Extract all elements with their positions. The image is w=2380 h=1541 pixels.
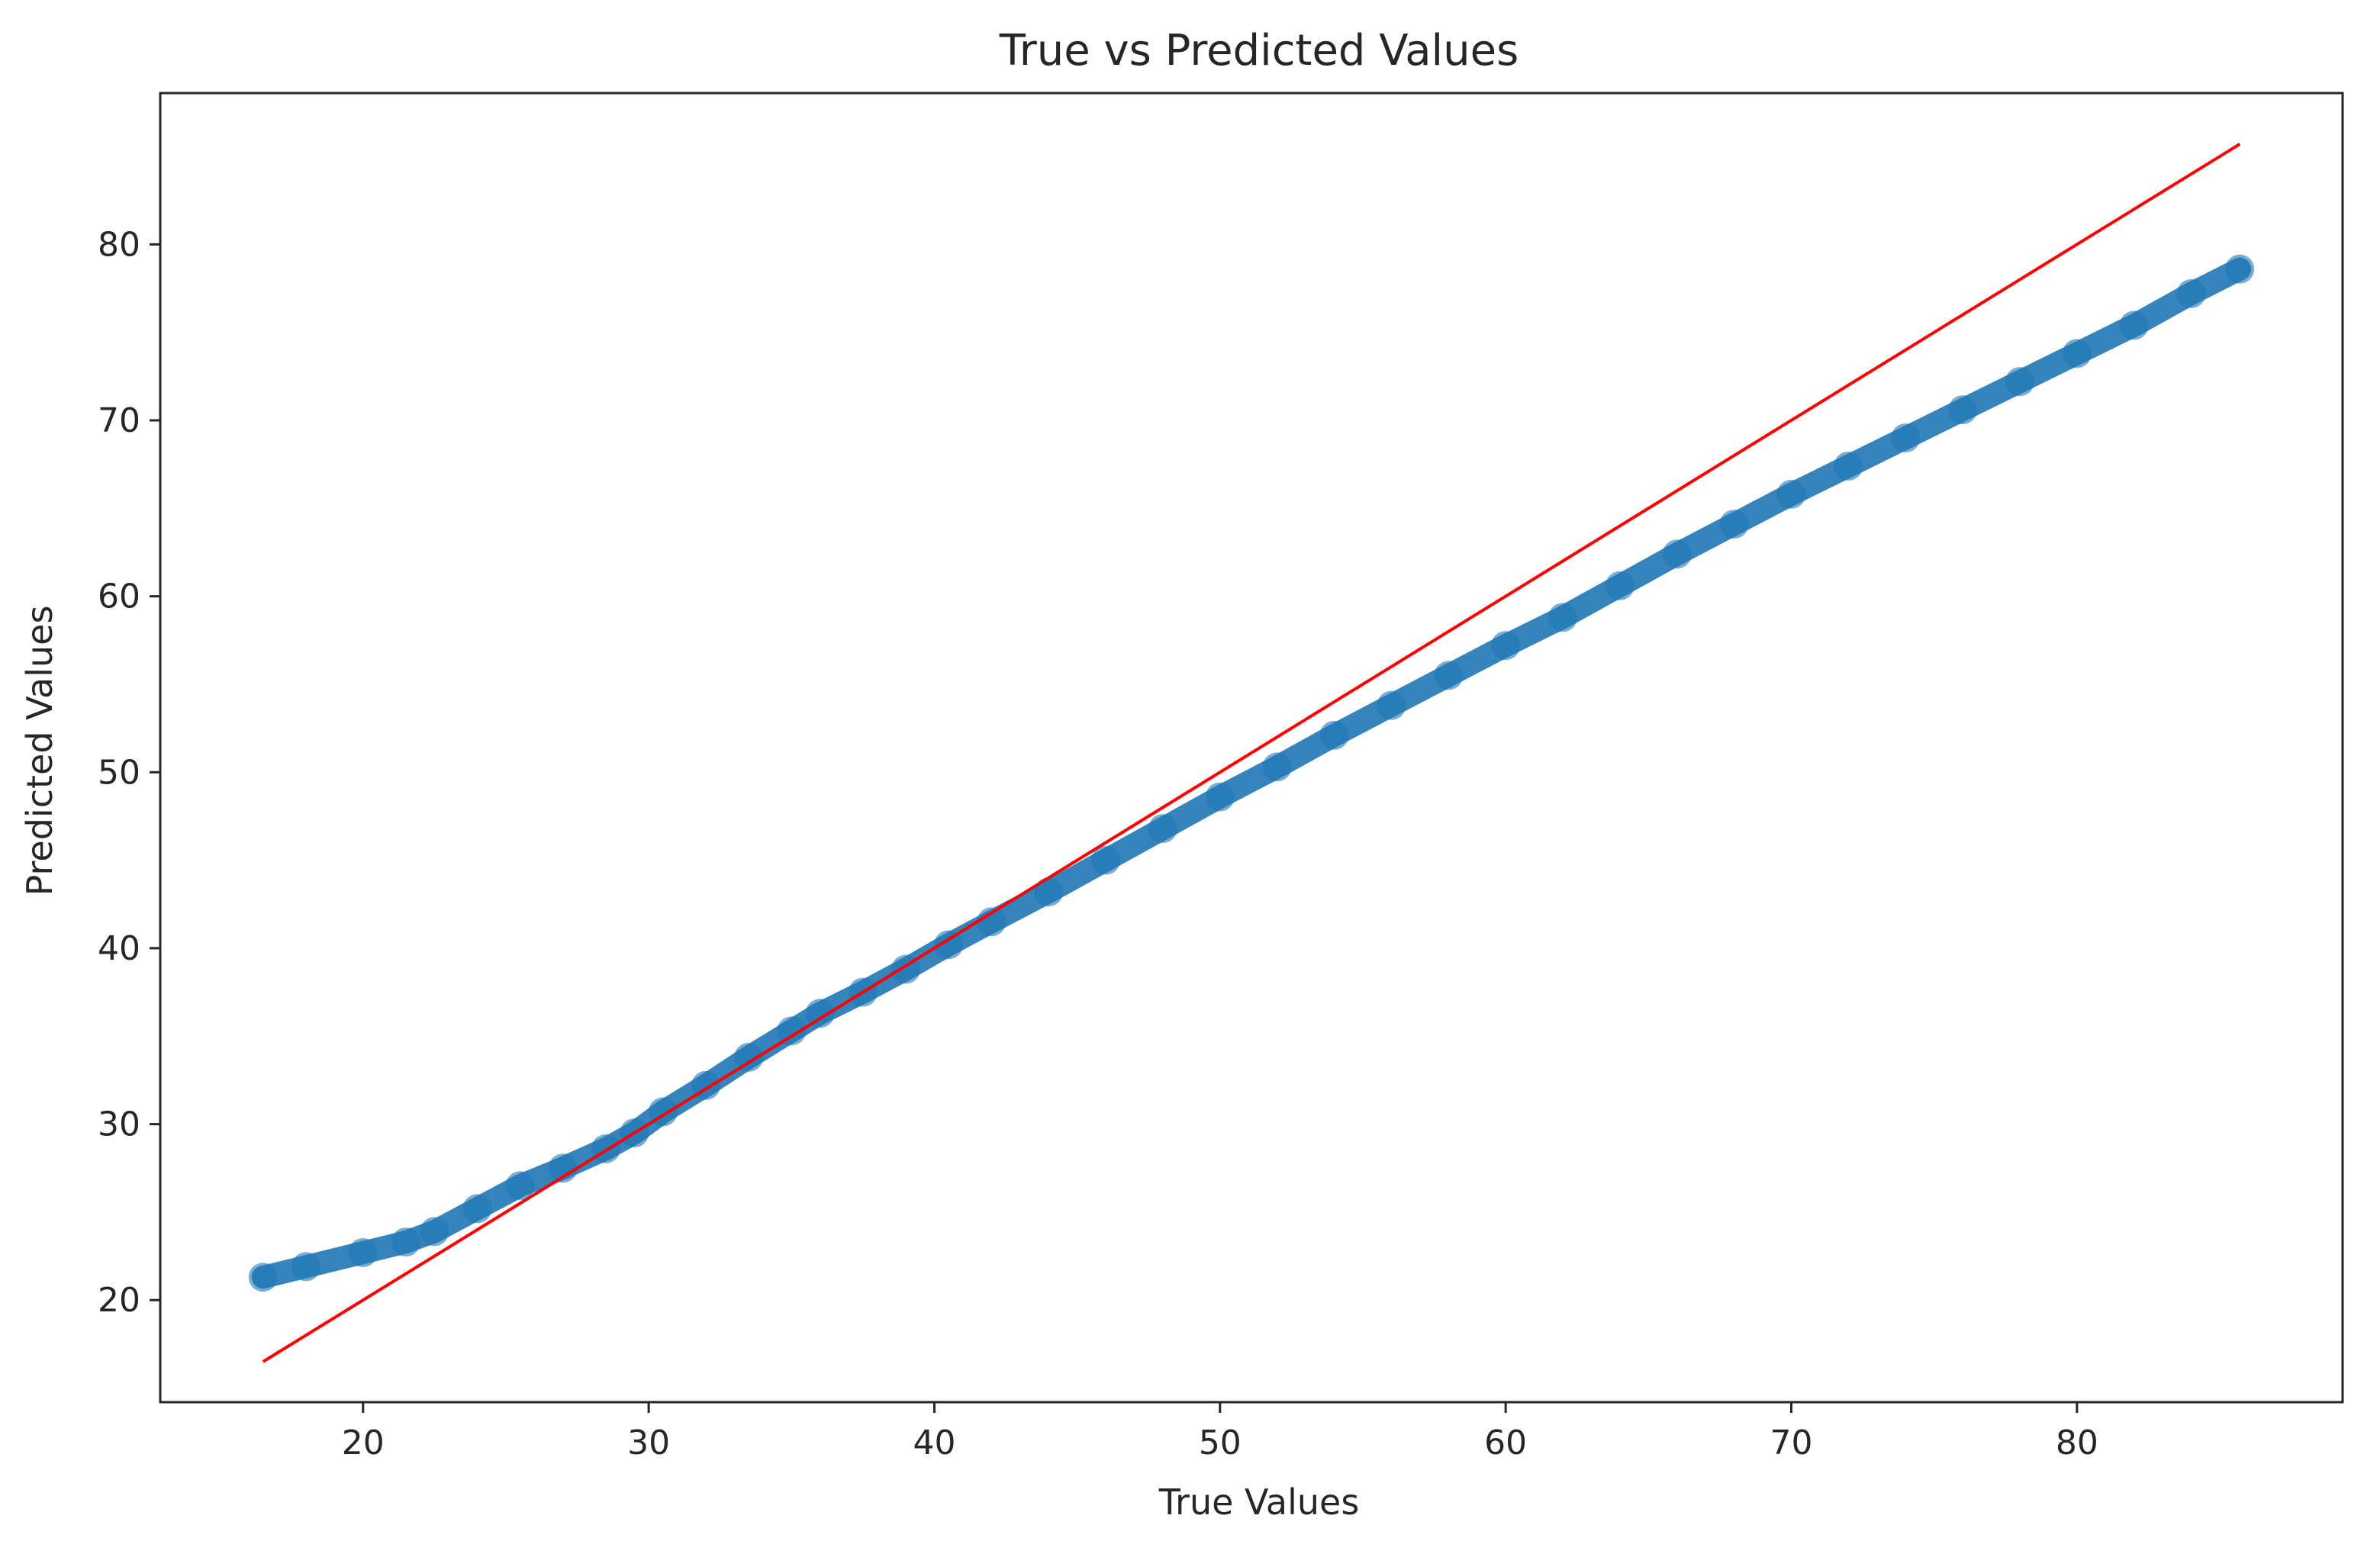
scatter-point	[1548, 603, 1578, 632]
scatter-point	[2119, 310, 2149, 340]
scatter-point	[548, 1153, 578, 1183]
scatter-point	[2005, 367, 2034, 397]
y-axis-label: Predicted Values	[19, 606, 60, 896]
chart-title: True vs Predicted Values	[999, 26, 1519, 76]
x-tick-label: 20	[342, 1424, 385, 1462]
scatter-point	[1377, 690, 1406, 720]
y-tick-label: 50	[98, 753, 140, 792]
y-tick-label: 70	[98, 401, 140, 440]
scatter-band	[251, 257, 2252, 1289]
scatter-point	[777, 1016, 807, 1046]
scatter-point	[2225, 254, 2255, 284]
x-tick-label: 60	[1484, 1424, 1527, 1462]
scatter-point	[291, 1252, 320, 1282]
scatter-point	[1434, 661, 1464, 690]
scatter-point	[1662, 539, 1692, 569]
scatter-point	[805, 999, 835, 1028]
scatter-point	[1719, 510, 1749, 539]
scatter-point	[348, 1237, 378, 1267]
scatter-point	[1262, 752, 1292, 782]
scatter-point	[1319, 720, 1349, 750]
scatter-point	[462, 1194, 492, 1224]
plot-frame	[159, 92, 2344, 1404]
x-tick-label: 40	[913, 1424, 955, 1462]
scatter-point	[1948, 395, 1978, 425]
scatter-point	[977, 907, 1006, 937]
scatter-point	[734, 1042, 764, 1072]
x-tick-label: 30	[627, 1424, 670, 1462]
y-tick-label: 60	[98, 577, 140, 616]
scatter-point	[1148, 814, 1177, 844]
scatter-point	[1605, 571, 1634, 600]
reference-line	[262, 143, 2241, 1363]
scatter-point	[1834, 451, 1863, 481]
scatter-point	[2176, 278, 2206, 308]
scatter-point	[1205, 782, 1235, 812]
scatter-point	[1491, 631, 1521, 661]
scatter-point	[248, 1263, 278, 1292]
y-tick-label: 20	[98, 1281, 140, 1320]
scatter-point	[1091, 845, 1121, 875]
scatter-point	[2062, 339, 2092, 368]
scatter-point	[1776, 479, 1806, 509]
y-tick-label: 40	[98, 929, 140, 968]
x-tick-label: 70	[1770, 1424, 1813, 1462]
scatter-point	[934, 930, 964, 960]
y-tick-label: 80	[98, 225, 140, 264]
scatter-point	[420, 1217, 449, 1247]
y-tick-label: 30	[98, 1105, 140, 1144]
scatter-point	[1034, 877, 1064, 907]
scatter-point	[391, 1227, 420, 1257]
x-tick-label: 80	[2056, 1424, 2098, 1462]
scatter-point	[1891, 423, 1921, 453]
x-tick-label: 50	[1199, 1424, 1242, 1462]
scatter-point	[505, 1171, 535, 1201]
x-axis-label: True Values	[1158, 1481, 1360, 1523]
